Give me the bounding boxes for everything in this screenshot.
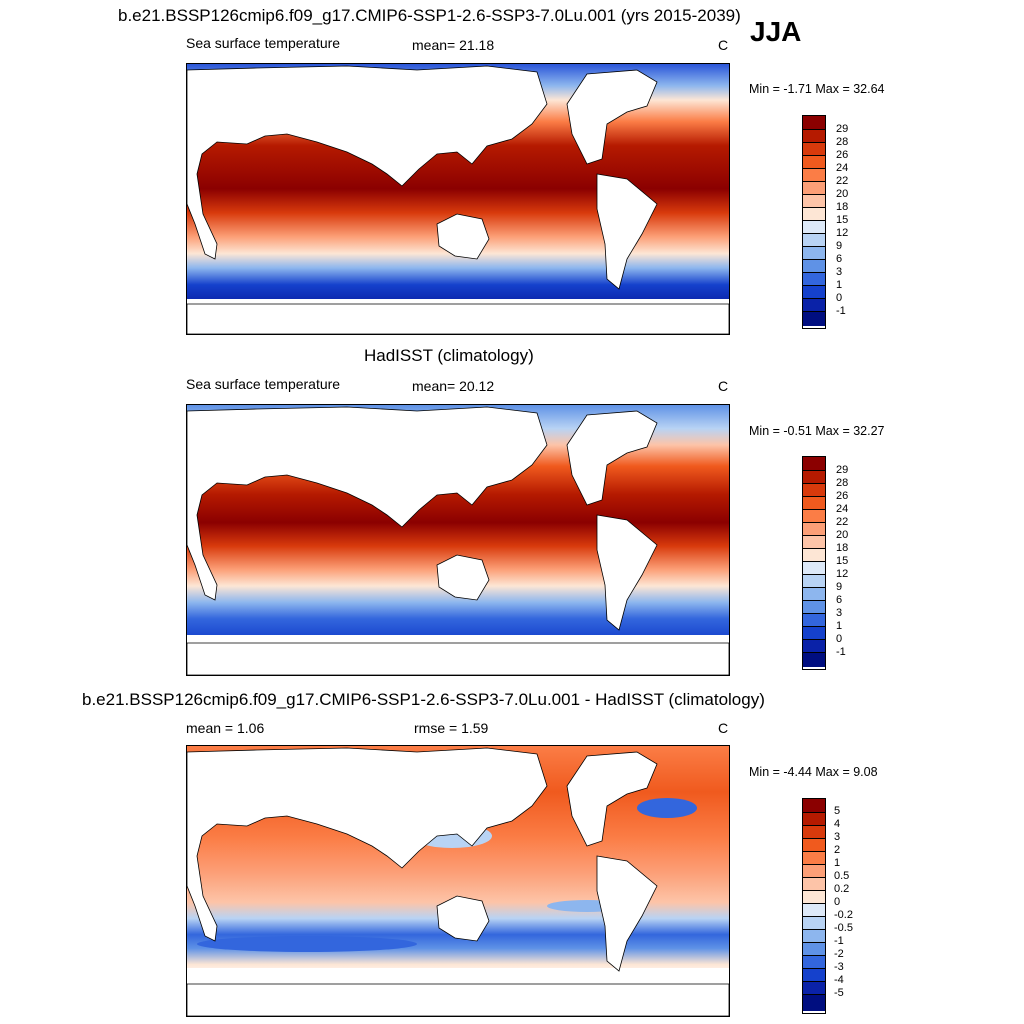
colorbar-tick: -3 <box>834 961 844 973</box>
colorbar-tick: 1 <box>834 857 841 869</box>
panel-mean-obs: mean= 20.12 <box>412 378 495 394</box>
colorbar-tick: 4 <box>834 818 841 830</box>
colorbar-tick: 3 <box>836 266 843 278</box>
colorbar-tick: 22 <box>836 516 849 528</box>
colorbar-model <box>802 115 826 329</box>
colorbar-tick: -2 <box>834 948 844 960</box>
panel-mean-diff: mean = 1.06 <box>186 720 265 736</box>
colorbar-tick: -0.5 <box>834 922 853 934</box>
panel-left-label-model: Sea surface temperature <box>186 35 341 51</box>
panel-minmax-obs: Min = -0.51 Max = 32.27 <box>749 424 885 438</box>
colorbar-tick: 1 <box>836 279 843 291</box>
colorbar-tick: 28 <box>836 136 849 148</box>
colorbar-tick: 22 <box>836 175 849 187</box>
colorbar-tick: 9 <box>836 581 843 593</box>
panel-left-label-obs: Sea surface temperature <box>186 376 341 392</box>
continents-obs <box>187 406 729 675</box>
colorbar-tick: 0 <box>834 896 841 908</box>
panel-rmse-diff: rmse = 1.59 <box>414 720 489 736</box>
colorbar-tick: 18 <box>836 542 849 554</box>
map-model <box>186 63 730 335</box>
colorbar-tick: 28 <box>836 477 849 489</box>
continents-diff <box>187 747 729 1016</box>
colorbar-tick: 5 <box>834 805 841 817</box>
season-label: JJA <box>750 16 802 47</box>
colorbar-tick: 18 <box>836 201 849 213</box>
colorbar-tick: 24 <box>836 162 849 174</box>
colorbar-tick: 12 <box>836 227 849 239</box>
panel-title-diff: b.e21.BSSP126cmip6.f09_g17.CMIP6-SSP1-2.… <box>82 690 765 709</box>
map-obs-svg <box>187 405 729 675</box>
panel-title-model: b.e21.BSSP126cmip6.f09_g17.CMIP6-SSP1-2.… <box>118 6 741 25</box>
colorbar-tick: 29 <box>836 464 849 476</box>
colorbar-tick: 6 <box>836 594 843 606</box>
colorbar-tick: 0.2 <box>834 883 850 895</box>
panel-units-model: C <box>718 37 729 53</box>
colorbar-tick: 0 <box>836 292 843 304</box>
panel-minmax-diff: Min = -4.44 Max = 9.08 <box>749 765 878 779</box>
colorbar-tick: 2 <box>834 844 841 856</box>
panel-minmax-model: Min = -1.71 Max = 32.64 <box>749 82 885 96</box>
colorbar-tick: 24 <box>836 503 849 515</box>
colorbar-tick: 12 <box>836 568 849 580</box>
colorbar-tick: 26 <box>836 149 849 161</box>
panel-units-diff: C <box>718 720 729 736</box>
map-obs <box>186 404 730 676</box>
colorbar-tick: -0.2 <box>834 909 853 921</box>
colorbar-tick: 0.5 <box>834 870 850 882</box>
colorbar-tick: 0 <box>836 633 843 645</box>
colorbar-tick: 1 <box>836 620 843 632</box>
panel-units-obs: C <box>718 378 729 394</box>
colorbar-obs <box>802 456 826 670</box>
colorbar-tick: 9 <box>836 240 843 252</box>
colorbar-tick: 3 <box>836 607 843 619</box>
colorbar-tick: -1 <box>836 305 846 317</box>
colorbar-tick: 20 <box>836 188 849 200</box>
continents-model <box>187 65 729 334</box>
colorbar-tick: 26 <box>836 490 849 502</box>
colorbar-tick: 6 <box>836 253 843 265</box>
colorbar-tick: 20 <box>836 529 849 541</box>
colorbar-tick: 15 <box>836 555 849 567</box>
colorbar-tick: 29 <box>836 123 849 135</box>
colorbar-tick: -5 <box>834 987 844 999</box>
panel-mean-model: mean= 21.18 <box>412 37 495 53</box>
colorbar-tick: -4 <box>834 974 844 986</box>
map-diff <box>186 745 730 1017</box>
colorbar-tick: -1 <box>836 646 846 658</box>
map-model-svg <box>187 64 729 334</box>
colorbar-tick: -1 <box>834 935 844 947</box>
panel-title-obs: HadISST (climatology) <box>364 346 534 365</box>
colorbar-diff <box>802 798 826 1014</box>
colorbar-tick: 15 <box>836 214 849 226</box>
colorbar-tick: 3 <box>834 831 841 843</box>
map-diff-svg <box>187 746 729 1016</box>
